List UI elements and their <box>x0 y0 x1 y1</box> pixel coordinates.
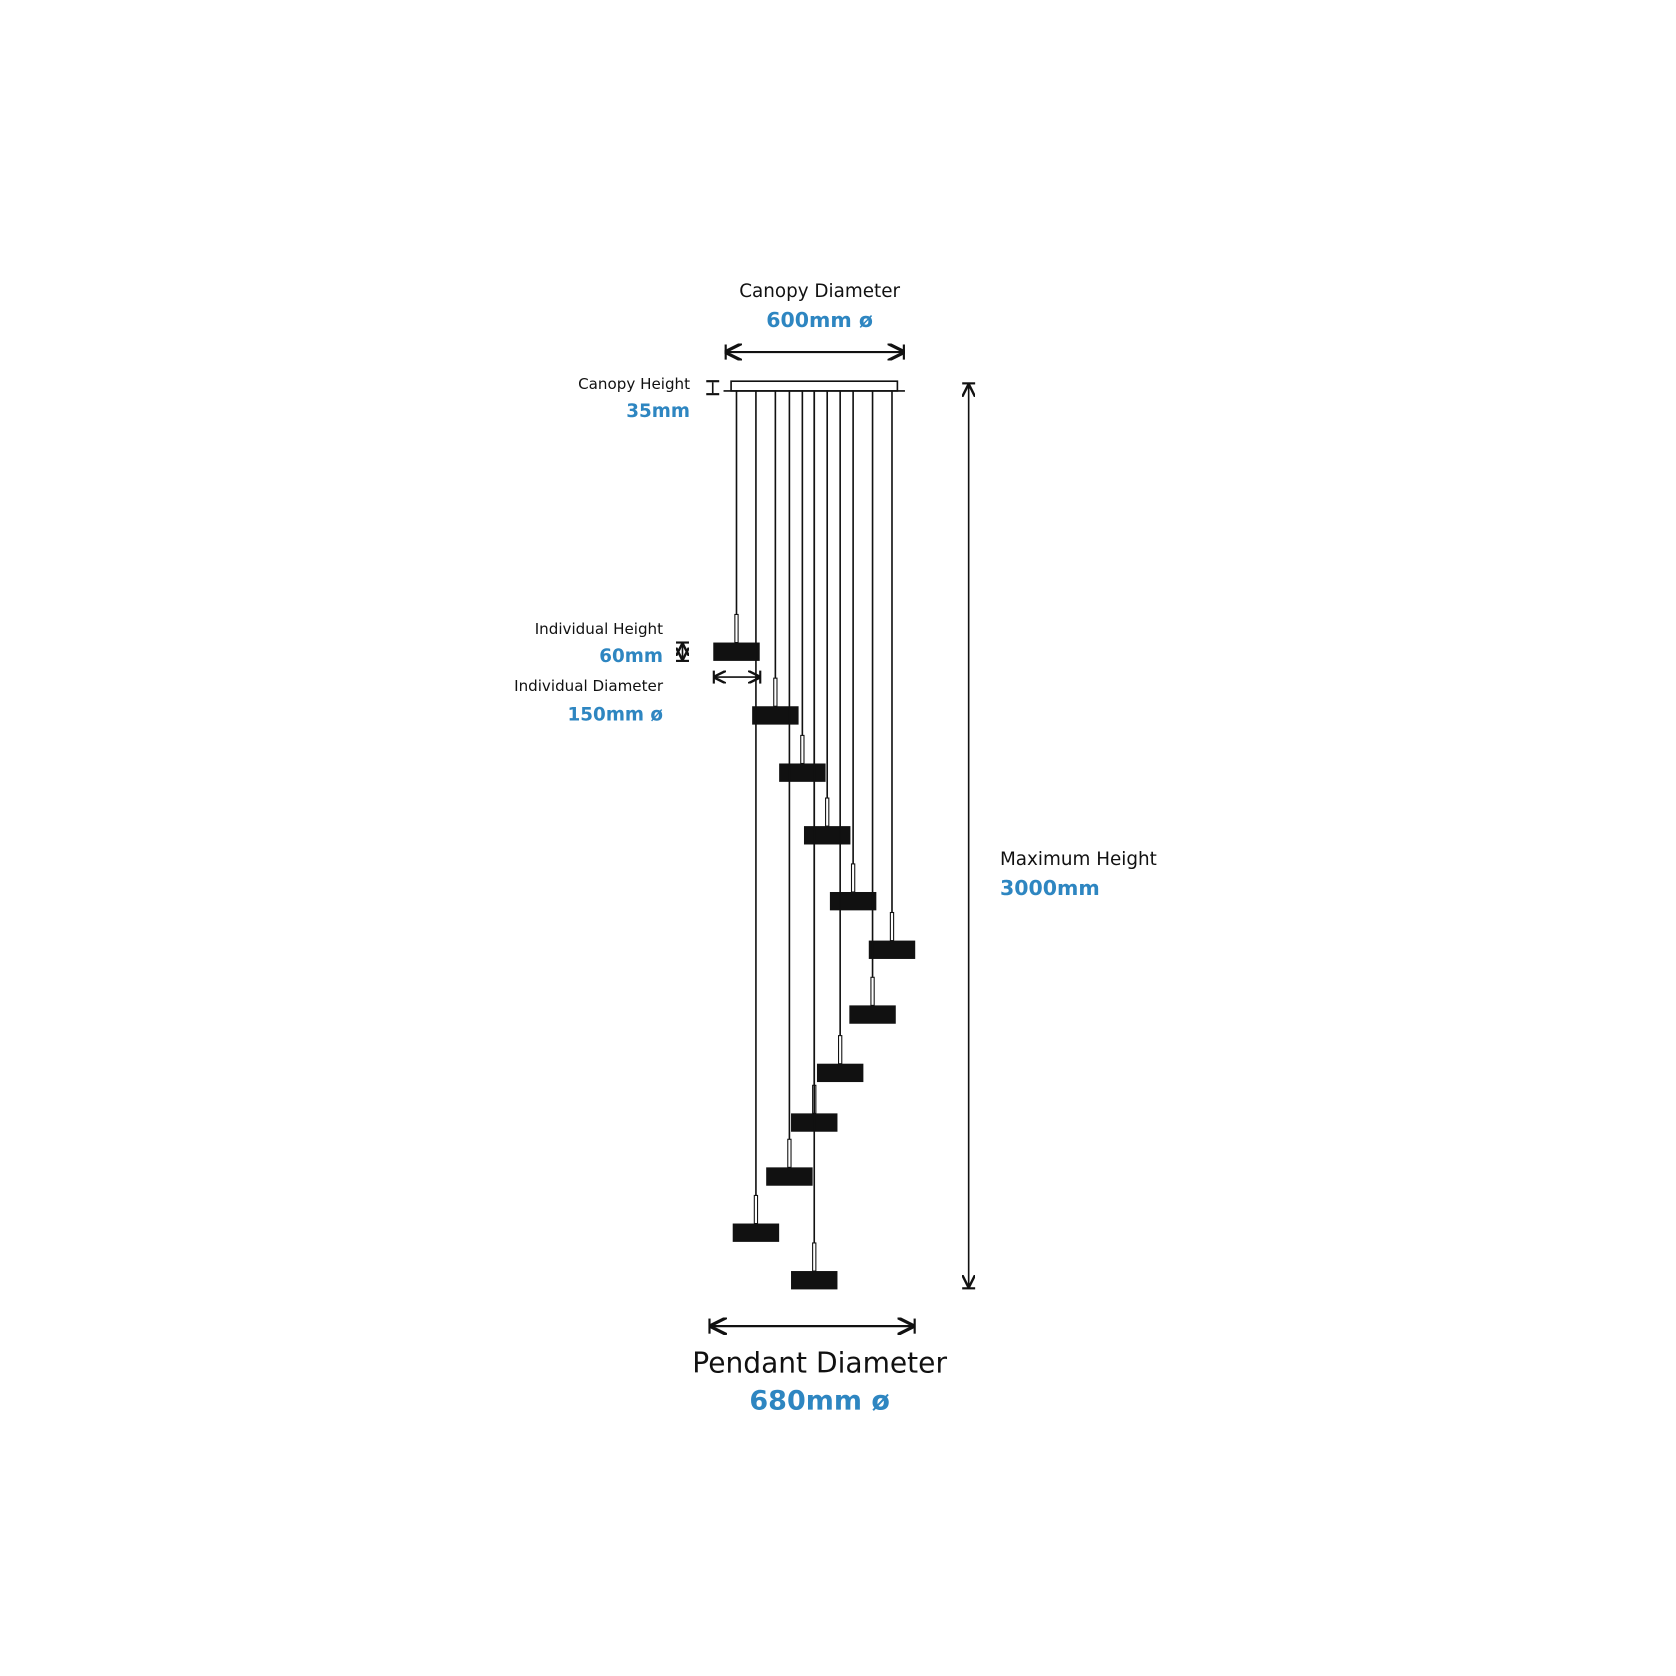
pendant-2 <box>752 390 799 725</box>
pendant-gripper <box>838 1035 843 1065</box>
pendant-10 <box>766 390 813 1186</box>
pendant-11 <box>732 390 780 1242</box>
pendant-gripper <box>773 677 778 707</box>
pendant-shade <box>829 891 877 911</box>
maximum-height-value: 3000mm <box>1000 876 1100 900</box>
pendant-diameter-value: 680mm ø <box>749 1385 889 1416</box>
pendant-shade <box>868 940 916 959</box>
canopy-diameter-value: 600mm ø <box>766 308 873 332</box>
pendant-5 <box>829 390 877 911</box>
individual-diameter-title: Individual Diameter <box>514 677 664 695</box>
pendant-shade <box>791 1271 838 1290</box>
pendant-shade <box>713 642 760 661</box>
pendant-8 <box>816 390 864 1083</box>
canopy-height-title: Canopy Height <box>578 375 690 393</box>
pendant-shade <box>816 1063 864 1083</box>
pendant-shade <box>732 1223 780 1242</box>
individual-height-title: Individual Height <box>535 620 663 638</box>
pendant-7 <box>849 390 896 1024</box>
pendant-gripper <box>800 734 805 765</box>
maximum-height-title: Maximum Height <box>1000 849 1157 870</box>
pendant-shade <box>766 1167 813 1186</box>
pendant-shade <box>849 1005 896 1024</box>
pendant-gripper <box>812 1242 817 1272</box>
pendant-1 <box>713 390 760 661</box>
individual-diameter-value: 150mm ø <box>568 704 664 725</box>
pendant-6 <box>868 390 916 959</box>
pendant-diameter-title: Pendant Diameter <box>692 1347 947 1380</box>
pendant-gripper <box>825 797 830 827</box>
canopy-height-value: 35mm <box>626 401 690 422</box>
pendant-gripper <box>734 613 739 644</box>
pendant-shade <box>752 706 799 725</box>
pendant-gripper <box>889 911 895 942</box>
pendant-gripper <box>870 976 875 1006</box>
canopy-diameter-title: Canopy Diameter <box>739 281 900 302</box>
pendant-12 <box>791 390 838 1290</box>
canopy <box>730 380 899 392</box>
pendant-gripper <box>753 1194 759 1225</box>
pendant-shade <box>779 763 826 782</box>
pendant-gripper <box>850 863 856 893</box>
pendant-shade <box>803 826 851 845</box>
individual-height-value: 60mm <box>599 646 663 667</box>
pendant-gripper <box>787 1138 792 1168</box>
pendant-4 <box>803 390 851 845</box>
